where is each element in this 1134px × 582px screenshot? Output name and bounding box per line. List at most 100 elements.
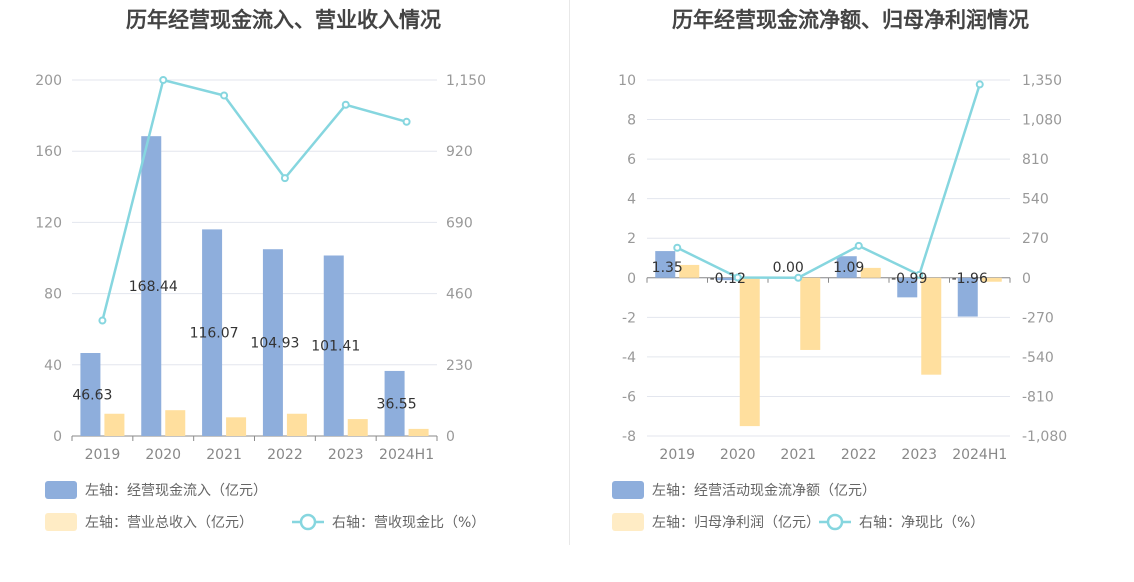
line-point <box>159 76 168 84</box>
bar-secondary <box>800 277 821 350</box>
legend-label: 右轴：净现比（%） <box>859 515 984 531</box>
legend-label: 右轴：营收现金比（%） <box>332 515 485 531</box>
bar-secondary <box>226 417 247 436</box>
right-axis-tick-label: -1,080 <box>1022 429 1067 445</box>
bar-data-label: 1.09 <box>833 260 864 276</box>
x-axis-tick-label: 2020 <box>145 447 181 463</box>
x-axis-tick-label: 2022 <box>841 447 877 463</box>
right-axis-tick-label: 810 <box>1022 152 1049 168</box>
bar-primary <box>323 255 344 436</box>
right-axis-tick-label: 1,080 <box>1022 113 1062 129</box>
right-axis-tick-label: -810 <box>1022 389 1054 405</box>
bar-secondary <box>921 277 942 375</box>
bar-primary <box>957 277 978 317</box>
line-series <box>676 84 981 280</box>
bar-primary <box>80 352 101 436</box>
left-axis-tick-label: 0 <box>627 271 636 287</box>
left-axis-tick-label: -8 <box>622 429 636 445</box>
legend-label: 左轴：归母净利润（亿元） <box>652 514 820 531</box>
bar-secondary <box>860 267 881 278</box>
line-series <box>101 78 407 321</box>
bar-data-label: 116.07 <box>190 326 239 342</box>
chart-panel-cash-inflow: 历年经营现金流入、营业收入情况 0 40 80 120 160 200 0 230 460 690… <box>35 8 486 531</box>
line-point <box>341 100 350 109</box>
line-point <box>98 316 107 325</box>
bar-data-label: 46.63 <box>72 387 112 403</box>
bar-primary <box>141 136 162 436</box>
left-axis-tick-label: 2 <box>627 231 636 247</box>
right-axis-tick-label: 0 <box>1022 271 1031 287</box>
right-axis-tick-label: 690 <box>446 215 473 231</box>
right-axis-tick-label: 460 <box>446 287 473 303</box>
bar-primary <box>836 256 857 278</box>
x-axis-tick-label: 2021 <box>206 447 242 463</box>
bar-data-label: 36.55 <box>377 396 417 412</box>
legend-label: 左轴：经营活动现金流净额（亿元） <box>652 483 876 499</box>
bar-primary <box>897 277 918 298</box>
bar-data-label: 0.00 <box>773 260 804 276</box>
x-axis-tick-label: 2021 <box>780 447 816 463</box>
bar-secondary <box>286 413 307 436</box>
left-axis-tick-label: 80 <box>44 287 62 303</box>
bar-primary <box>202 229 223 436</box>
chart-panel-net-cash-flow: 历年经营现金流净额、归母净利润情况 -8 -6 -4 -2 0 2 4 6 8 10 -1,080-… <box>567 0 1134 582</box>
chart-net-cash-flow-profit: -8 -6 -4 -2 0 2 4 6 810 -1,080 -810 -540 -270 0 270 540… <box>612 73 1067 531</box>
left-axis-tick-label: 0 <box>53 429 62 445</box>
x-axis-tick-label: 2023 <box>901 447 937 463</box>
bar-secondary <box>679 264 700 278</box>
line-point <box>915 270 924 279</box>
left-axis-tick-label: 40 <box>44 358 62 374</box>
left-axis-tick-label: 4 <box>627 192 636 208</box>
x-axis-tick-label: 2019 <box>659 447 695 463</box>
bar-primary <box>384 370 405 436</box>
line-point <box>733 273 742 282</box>
legend-swatch <box>612 513 644 531</box>
legend-marker <box>299 513 317 531</box>
line-point <box>975 80 984 89</box>
bar-data-label: 101.41 <box>311 339 360 355</box>
bar-primary <box>262 249 283 436</box>
right-axis-tick-label: 540 <box>1022 192 1049 208</box>
chart-cash-inflow-revenue: 0 40 80 120 160 200 0 230 460 690 920 1,150 2019 2020… <box>35 73 486 531</box>
bar-data-label: 1.35 <box>652 260 683 276</box>
right-axis-tick-label: -270 <box>1022 310 1054 326</box>
legend-swatch <box>45 513 77 531</box>
x-axis-tick-label: 2024H1 <box>379 447 434 463</box>
left-axis-tick-label: -4 <box>622 350 636 366</box>
line-point <box>402 117 411 126</box>
left-axis-tick-label: -2 <box>622 310 636 326</box>
left-axis-tick-label: 6 <box>627 152 636 168</box>
line-point <box>794 273 803 282</box>
right-axis-tick-label: 270 <box>1022 231 1049 247</box>
bar-secondary <box>408 428 429 436</box>
x-axis-tick-label: 2024H1 <box>952 447 1007 463</box>
bar-primary <box>715 277 736 281</box>
panel-divider <box>569 0 570 545</box>
legend-swatch <box>45 481 77 499</box>
right-axis-tick-label: 1,150 <box>446 73 486 89</box>
x-axis-tick-label: 2022 <box>267 447 303 463</box>
chart-title: 历年经营现金流净额、归母净利润情况 <box>672 8 1029 32</box>
bar-secondary <box>104 413 125 436</box>
right-axis-tick-label: -540 <box>1022 350 1054 366</box>
bar-data-label: -0.12 <box>710 271 746 287</box>
bar-data-label: -1.96 <box>952 271 988 287</box>
left-axis-tick-label: 200 <box>35 73 62 89</box>
line-point <box>854 241 863 250</box>
x-axis-tick-label: 2020 <box>720 447 756 463</box>
left-axis-tick-label: 160 <box>35 144 62 160</box>
bar-secondary <box>165 410 186 436</box>
left-axis-tick-label: 120 <box>35 215 62 231</box>
bar-data-label: -0.99 <box>891 271 927 287</box>
right-axis-tick-label: 1,350 <box>1022 73 1062 89</box>
legend-swatch <box>612 481 644 499</box>
bar-data-label: 104.93 <box>250 336 299 352</box>
line-point <box>673 243 682 252</box>
x-axis-tick-label: 2023 <box>328 447 364 463</box>
chart-title: 历年经营现金流入、营业收入情况 <box>126 8 441 32</box>
bar-secondary <box>347 419 368 436</box>
left-axis-tick-label: -6 <box>622 389 636 405</box>
legend-label: 左轴：经营现金流入（亿元） <box>85 483 267 499</box>
right-axis-tick-label: 0 <box>446 429 455 445</box>
bar-primary <box>655 251 676 278</box>
